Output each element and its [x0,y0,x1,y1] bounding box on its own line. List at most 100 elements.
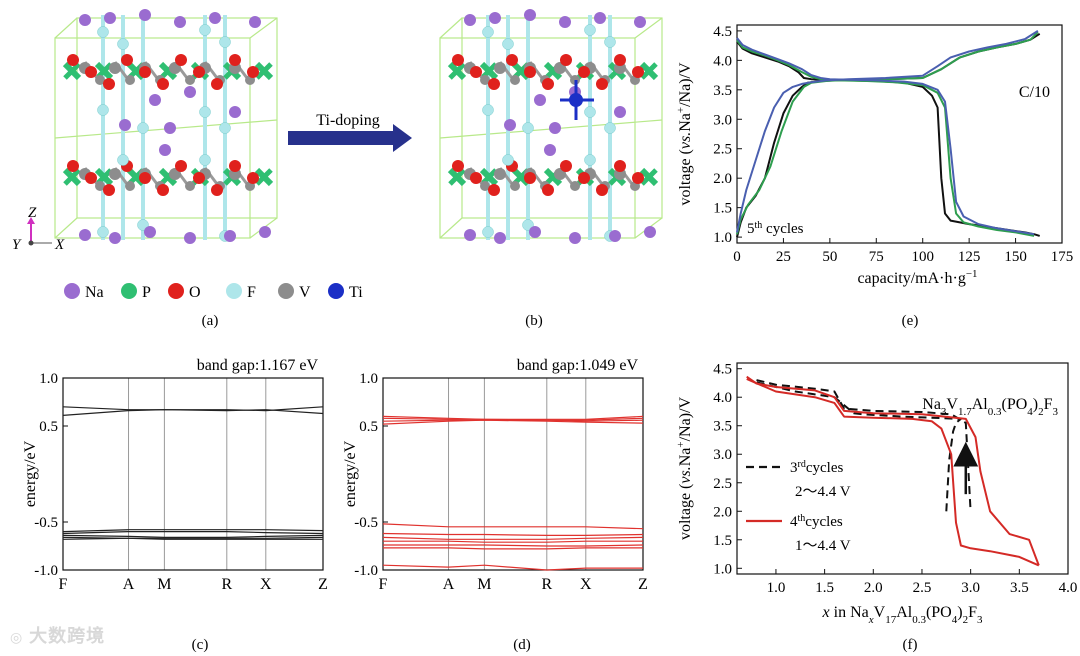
legend-item: 3rdcycles 2～4.4 V [746,459,851,500]
band-line [62,409,324,416]
band-line [383,544,644,547]
o-atom [542,78,554,90]
na-atom [644,226,656,238]
o-atom [121,54,133,66]
legend-label: V [299,284,311,301]
na-atom [494,232,506,244]
f-atom [117,154,129,166]
x-tick-label: A [443,576,455,593]
band-line [382,419,644,425]
crystal-structure-a [54,9,278,244]
v-atom [95,181,105,191]
v-atom [109,62,121,74]
rate-annotation: C/10 [1019,84,1050,101]
x-tick-label: 2.5 [913,580,932,596]
y-tick-label: 4.0 [713,390,732,406]
y-tick-label: -0.5 [34,515,58,531]
na-atom [109,232,121,244]
f-atom [219,36,231,48]
legend-label: 4thcycles [790,513,843,531]
legend-item-v: V [278,283,311,301]
o-atom [175,160,187,172]
o-atom [596,78,608,90]
y-tick-label: 2.0 [713,504,732,520]
legend-item-f: F [226,283,256,301]
o-atom [632,172,644,184]
na-atom [119,119,131,131]
x-tick-label: 125 [958,249,981,265]
series-line [736,40,1040,237]
vo-layer [447,54,659,90]
plot-frame [736,24,1063,244]
band-line [62,534,324,538]
o-atom [452,54,464,66]
x-tick-label: F [379,576,388,593]
y-axis-label: voltage (vs.Na+/Na)/V [675,397,694,541]
y-tick-label: 1.5 [713,533,732,549]
na-atom [184,86,196,98]
na-atom [594,12,606,24]
legend-label: F [247,284,256,301]
na-atom [504,119,516,131]
x-tick-label: R [221,576,232,593]
legend-label: Ti [349,284,363,301]
panel-label-f: (f) [903,637,918,653]
y-tick-label: 2.5 [713,476,732,492]
na-atom [534,94,546,106]
x-tick-label: X [260,576,272,593]
x-tick-label: 3.0 [961,580,980,596]
band-line [382,564,643,571]
y-axis-label: energy/eV [342,440,359,507]
o-atom [488,78,500,90]
f-atom [604,122,616,134]
y-tick-label: 4.5 [713,24,732,40]
v-atom [510,75,520,85]
f-atom [97,226,109,238]
x-tick-label: Z [638,576,648,593]
na-atom [609,230,621,242]
v-atom [95,75,105,85]
na-atom [544,144,556,156]
o-atom [542,184,554,196]
y-tick-label: 1.0 [39,371,58,387]
f-atom [199,154,211,166]
x-tick-label: F [59,576,68,593]
legend-item-p: P [121,283,151,301]
x-tick-label: 150 [1004,249,1027,265]
f-atom-swatch [226,283,242,299]
v-atom [185,75,195,85]
band-line [62,531,324,535]
atom-legend: Na P O F V Ti [64,283,363,301]
panel-label-d: (d) [513,637,531,653]
y-tick-label: 1.0 [359,371,378,387]
na-atom [464,229,476,241]
x-tick-label: Z [318,576,328,593]
axis-y-label: Y [12,237,22,253]
o-atom [506,54,518,66]
legend-item-o: O [168,283,201,301]
band-line [62,529,324,533]
v-atom [494,62,506,74]
v-atom [480,181,490,191]
x-tick-label: 1.0 [767,580,786,596]
band-gap-annotation: band gap:1.167 eV [197,357,319,374]
panel-label-b: (b) [525,313,543,329]
o-atom [470,172,482,184]
o-atom [103,184,115,196]
o-atom [211,184,223,196]
f-atom [137,122,149,134]
band-line [383,547,643,550]
y-axis-label: energy/eV [22,440,39,507]
na-atom [464,14,476,26]
crystal-structure-b [439,9,663,244]
y-tick-label: 1.5 [713,201,732,217]
y-tick-label: -0.5 [354,515,378,531]
legend-range: 1～4.4 V [795,538,851,554]
x-tick-label: 25 [776,249,791,265]
x-tick-label: 3.5 [1010,580,1029,596]
f-atom [482,26,494,38]
y-tick-label: 1.0 [713,230,732,246]
v-atom [125,181,135,191]
o-atom [193,172,205,184]
